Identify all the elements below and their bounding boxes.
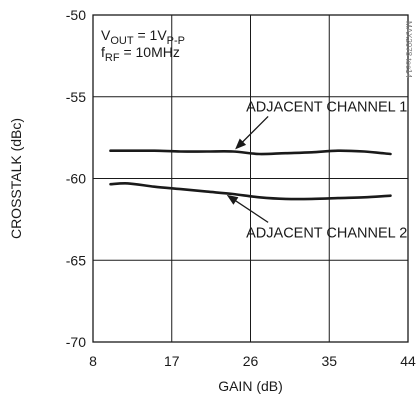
annotations: ADJACENT CHANNEL 1 ADJACENT CHANNEL 2 [226, 99, 407, 241]
frf-value: = 10MHz [120, 44, 180, 60]
frf-symbol: f [101, 44, 105, 60]
y-axis-title: CROSSTALK (dBc) [8, 118, 24, 239]
grid [93, 15, 408, 342]
annotation-arrow-2 [233, 198, 269, 223]
series-lines [109, 149, 392, 201]
vout-value: = 1V [134, 27, 168, 43]
vout-unit-sub: P-P [167, 35, 185, 47]
annotation-label-2: ADJACENT CHANNEL 2 [246, 225, 407, 241]
annotation-label-1: ADJACENT CHANNEL 1 [246, 99, 407, 115]
series-line-2 [109, 182, 392, 201]
x-axis-title: GAIN (dB) [218, 378, 283, 394]
y-tick-label: -60 [66, 171, 86, 187]
annotation-arrowhead-2 [226, 194, 239, 205]
y-tick-label: -50 [66, 7, 86, 23]
watermark: MAX2078 toc14 [404, 21, 413, 78]
vout-symbol: V [101, 27, 111, 43]
y-tick-label: -70 [66, 334, 86, 350]
series-line-1 [109, 149, 392, 156]
condition-frf: fRF = 10MHz [101, 44, 180, 64]
y-tick-label: -65 [66, 252, 86, 268]
x-tick-label: 35 [321, 353, 337, 369]
plot-frame [92, 14, 409, 343]
frf-sub: RF [105, 52, 120, 64]
annotation-arrow-1 [240, 116, 269, 145]
x-axis-ticks: 8 17 26 35 44 [89, 353, 416, 369]
y-axis-ticks: -50 -55 -60 -65 -70 [66, 7, 86, 350]
y-tick-label: -55 [66, 89, 86, 105]
condition-vout: VOUT = 1VP-P [101, 27, 185, 47]
vout-sub: OUT [110, 35, 134, 47]
x-tick-label: 8 [89, 353, 97, 369]
x-tick-label: 44 [400, 353, 416, 369]
x-tick-label: 26 [243, 353, 259, 369]
x-tick-label: 17 [164, 353, 180, 369]
annotation-arrowhead-1 [235, 138, 247, 150]
